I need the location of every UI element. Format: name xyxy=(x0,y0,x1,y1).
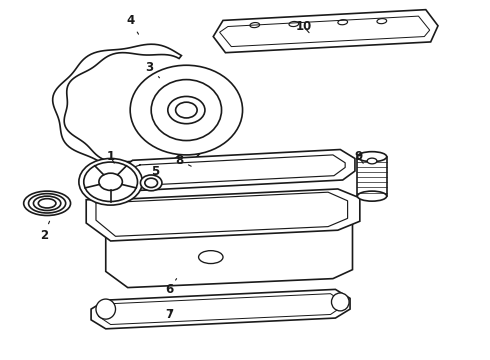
Ellipse shape xyxy=(96,299,116,319)
Ellipse shape xyxy=(141,175,162,191)
Text: 2: 2 xyxy=(40,221,49,242)
Polygon shape xyxy=(91,289,350,329)
Ellipse shape xyxy=(99,173,122,190)
Polygon shape xyxy=(86,189,360,241)
Ellipse shape xyxy=(145,178,158,188)
Polygon shape xyxy=(213,10,438,53)
Ellipse shape xyxy=(175,102,197,118)
Ellipse shape xyxy=(151,80,221,140)
Ellipse shape xyxy=(367,158,377,164)
Bar xyxy=(357,157,387,196)
Text: 7: 7 xyxy=(165,308,173,321)
Ellipse shape xyxy=(79,158,143,205)
Ellipse shape xyxy=(331,293,349,311)
Polygon shape xyxy=(220,16,430,46)
Ellipse shape xyxy=(168,96,205,124)
Polygon shape xyxy=(106,212,352,288)
Ellipse shape xyxy=(198,251,223,264)
Text: 3: 3 xyxy=(146,60,159,78)
Ellipse shape xyxy=(84,162,138,202)
Text: 10: 10 xyxy=(295,20,312,33)
Text: 5: 5 xyxy=(151,165,159,177)
Text: 8: 8 xyxy=(175,154,191,167)
Text: 6: 6 xyxy=(165,279,176,296)
Text: 9: 9 xyxy=(355,150,363,163)
Ellipse shape xyxy=(357,191,387,201)
Polygon shape xyxy=(53,44,212,172)
Ellipse shape xyxy=(357,152,387,162)
Ellipse shape xyxy=(130,65,243,155)
Text: 1: 1 xyxy=(106,150,115,163)
Polygon shape xyxy=(121,149,355,191)
Text: 4: 4 xyxy=(126,14,139,34)
